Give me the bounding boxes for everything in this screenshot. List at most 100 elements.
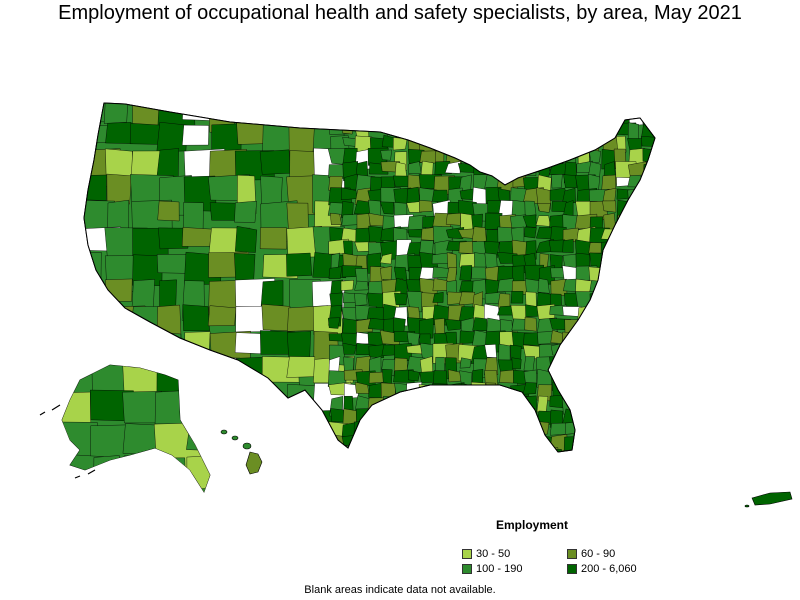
map-area [657,396,673,416]
map-area [511,422,531,435]
map-area [124,453,165,480]
legend-title: Employment [495,518,568,532]
map-area [626,421,648,437]
map-area [562,331,583,350]
map-area [84,280,104,319]
map-area [484,433,507,452]
map-area [654,189,655,203]
map-area [522,214,537,228]
legend-item-100-190: 100 - 190 [462,563,567,575]
map-area [588,446,601,452]
map-area [641,135,655,147]
map-area [327,109,348,129]
map-area [628,253,642,266]
map-area [406,331,420,346]
map-area [394,103,415,115]
hawaii [220,429,263,475]
map-area [328,266,342,279]
map-area [602,200,617,213]
map-area [394,448,408,452]
map-area [393,408,416,427]
map-area [562,344,582,366]
map-area [627,382,640,399]
map-area [327,317,341,329]
map-area [577,369,599,384]
map-area [640,408,655,432]
map-area [471,409,488,426]
map-area [380,108,399,131]
aleutian-islands [39,404,96,479]
map-area [421,395,434,412]
map-area [156,365,206,395]
map-area [538,136,559,152]
map-area [470,434,486,452]
map-area [367,448,390,452]
map-area [485,123,506,145]
map-area [356,318,374,333]
map-area [523,395,538,416]
map-area [445,318,461,331]
map-area [627,187,647,209]
map-area [576,420,599,436]
map-area [615,252,627,273]
map-area [654,225,655,245]
map-area [654,421,655,435]
map-area [235,225,258,253]
map-area [105,278,133,302]
map-area [123,489,151,492]
map-area [406,436,421,450]
map-area [394,292,408,305]
map-area [381,421,400,442]
map-area [628,293,643,309]
map-area [588,317,609,340]
map-area [509,137,531,154]
map-area [549,138,562,157]
legend-label: 60 - 90 [581,548,616,560]
map-area [405,110,422,125]
map-area [381,448,396,452]
map-area [261,410,299,437]
map-area [641,434,655,452]
map-area [616,279,631,298]
map-area [653,110,655,124]
map-area [446,136,469,148]
map-area [601,435,618,452]
map-area [656,294,675,305]
hawaii-island-big [245,451,263,475]
map-area [286,356,316,378]
map-area [602,422,624,438]
map-area [419,435,439,452]
map-area [629,213,643,225]
map-area [565,421,579,435]
map-area [432,291,444,303]
map-area [616,434,638,447]
map-area [588,148,601,164]
map-area [653,330,655,350]
map-area [421,422,439,435]
map-area [600,240,621,259]
map-area [458,383,473,401]
map-area [641,103,655,108]
map-area [574,123,592,141]
map-area [485,103,503,111]
map-area [407,103,423,110]
map-area [574,408,591,431]
map-area [653,449,655,452]
map-area [563,174,578,188]
map-area [484,370,499,392]
map-area [536,103,555,114]
map-area [653,369,655,384]
map-area [549,149,567,161]
map-area [459,410,470,430]
alaska [39,364,211,493]
contiguous-us-border [83,102,656,453]
map-area [446,111,457,130]
map-area [537,278,550,294]
map-area [601,292,621,311]
map-area [614,447,628,452]
map-area [432,421,446,441]
map-area [235,383,266,417]
map-area [432,435,454,452]
map-area [640,317,654,338]
legend-swatch [462,564,472,574]
